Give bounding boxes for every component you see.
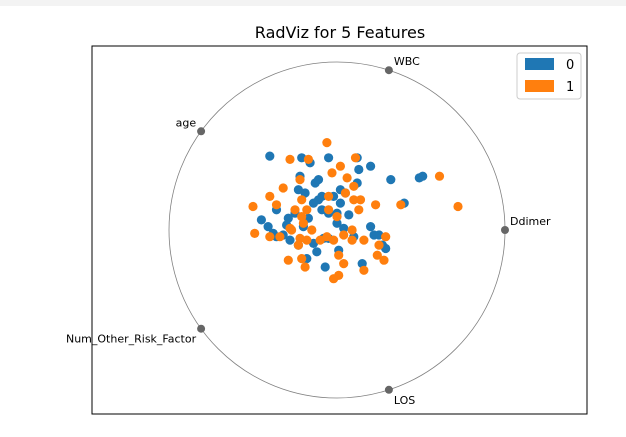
legend-label-0: 0 — [566, 58, 574, 73]
point-class-1 — [332, 212, 342, 222]
anchor-label-age: age — [176, 116, 197, 129]
point-class-1 — [379, 255, 389, 265]
point-class-1 — [275, 232, 285, 242]
point-class-0 — [344, 210, 354, 220]
legend: 0 1 — [516, 52, 582, 100]
point-class-0 — [366, 161, 376, 171]
point-class-1 — [381, 232, 391, 242]
point-class-1 — [322, 138, 332, 148]
point-class-1 — [283, 255, 293, 265]
anchor-point-num-other-risk-factor — [197, 324, 206, 333]
point-class-0 — [339, 223, 349, 233]
point-class-1 — [302, 235, 312, 245]
point-class-1 — [271, 200, 282, 210]
anchor-point-los — [384, 385, 393, 394]
anchor-point-age — [197, 127, 206, 136]
legend-label-1: 1 — [566, 80, 574, 95]
point-class-0 — [263, 222, 273, 232]
point-class-0 — [320, 262, 330, 272]
point-class-1 — [349, 195, 359, 205]
point-class-1 — [293, 240, 303, 250]
point-class-1 — [295, 175, 305, 185]
point-class-1 — [265, 191, 275, 201]
point-class-0 — [386, 175, 396, 185]
anchor-point-ddimer — [501, 226, 509, 234]
point-class-0 — [354, 164, 364, 175]
legend-swatch-1 — [525, 80, 554, 92]
anchors-layer: WBC Ddimer LOS Num_Other_Risk_Factor age — [66, 55, 551, 407]
points-layer — [248, 138, 463, 284]
point-class-1 — [434, 171, 445, 181]
point-class-1 — [396, 200, 406, 210]
point-class-0 — [256, 215, 266, 225]
point-class-1 — [355, 195, 366, 205]
point-class-0 — [285, 235, 295, 245]
point-class-1 — [297, 254, 307, 264]
point-class-1 — [339, 230, 349, 240]
point-class-1 — [342, 173, 352, 183]
point-class-1 — [371, 200, 381, 210]
anchor-point-wbc — [384, 66, 393, 75]
point-class-1 — [303, 154, 313, 164]
point-class-1 — [334, 250, 344, 260]
chart-title: RadViz for 5 Features — [255, 23, 425, 42]
point-class-0 — [317, 205, 327, 215]
point-class-1 — [285, 154, 295, 164]
point-class-1 — [248, 201, 258, 212]
point-class-1 — [347, 235, 357, 245]
point-class-1 — [350, 153, 361, 163]
point-class-0 — [265, 151, 275, 161]
point-class-0 — [418, 171, 428, 181]
point-class-1 — [374, 240, 384, 250]
point-class-0 — [312, 247, 322, 257]
point-class-1 — [347, 225, 357, 235]
anchor-label-ddimer: Ddimer — [510, 215, 551, 228]
point-class-1 — [297, 195, 307, 205]
point-class-1 — [307, 225, 317, 235]
point-class-1 — [287, 225, 297, 235]
point-class-1 — [290, 205, 300, 215]
point-class-1 — [453, 201, 463, 212]
point-class-1 — [329, 274, 339, 284]
point-class-0 — [300, 188, 310, 198]
anchor-label-num-other-risk-factor: Num_Other_Risk_Factor — [66, 333, 197, 346]
point-class-0 — [332, 218, 342, 228]
point-class-1 — [354, 205, 364, 215]
point-class-0 — [308, 198, 319, 208]
anchor-label-wbc: WBC — [394, 55, 420, 68]
top-strip — [0, 0, 626, 6]
point-class-1 — [265, 232, 275, 242]
point-class-1 — [327, 168, 337, 178]
point-class-0 — [313, 175, 324, 185]
point-class-0 — [366, 222, 376, 232]
point-class-1 — [298, 218, 308, 228]
point-class-1 — [359, 265, 369, 275]
point-class-0 — [369, 230, 379, 240]
legend-swatch-0 — [525, 58, 554, 70]
point-class-0 — [324, 153, 334, 163]
point-class-1 — [340, 188, 350, 198]
point-class-1 — [329, 235, 339, 245]
point-class-1 — [359, 235, 369, 245]
point-class-1 — [300, 262, 310, 272]
point-class-1 — [278, 183, 288, 193]
point-class-1 — [335, 161, 345, 171]
point-class-1 — [250, 228, 260, 238]
point-class-1 — [372, 250, 382, 260]
anchor-label-los: LOS — [394, 394, 415, 407]
point-class-1 — [324, 191, 334, 201]
point-class-0 — [335, 198, 345, 208]
point-class-1 — [339, 259, 349, 269]
point-class-1 — [349, 181, 359, 191]
point-class-1 — [302, 205, 312, 215]
point-class-1 — [324, 205, 334, 215]
